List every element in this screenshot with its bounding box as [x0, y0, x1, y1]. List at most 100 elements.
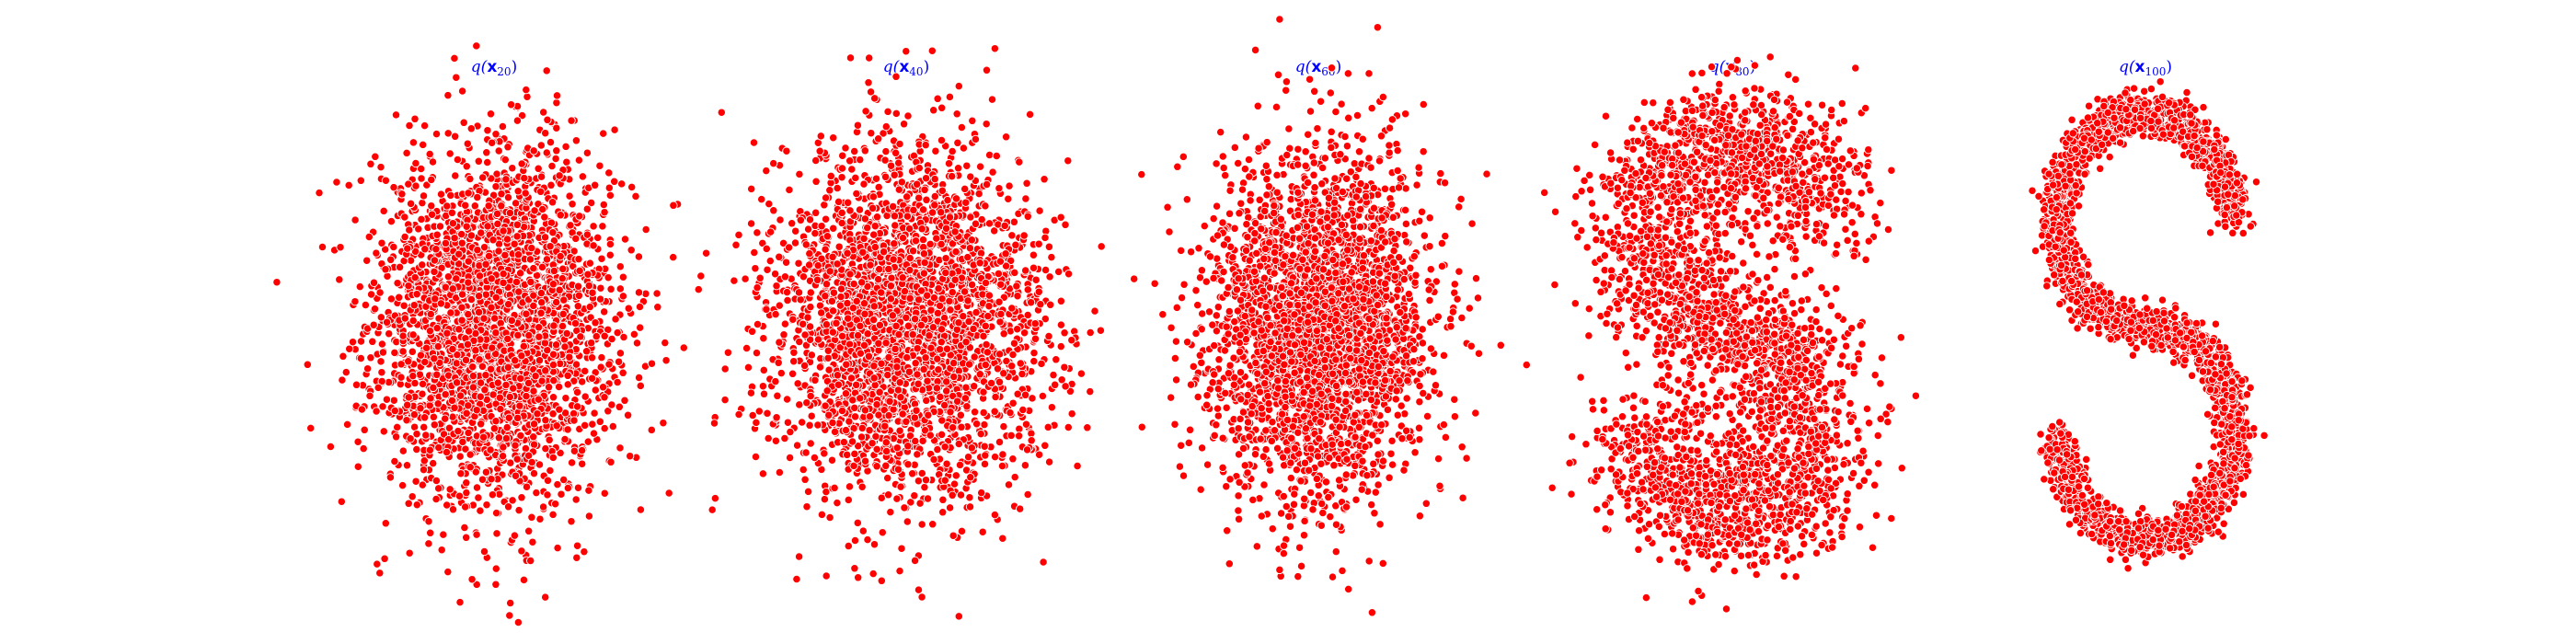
- scatter-point: [335, 275, 344, 284]
- scatter-point: [582, 204, 592, 213]
- scatter-point: [605, 250, 615, 259]
- scatter-point: [481, 290, 490, 299]
- scatter-point: [957, 122, 967, 132]
- scatter-point: [527, 512, 536, 522]
- scatter-point: [903, 517, 912, 526]
- scatter-point: [634, 252, 644, 261]
- scatter-point: [997, 461, 1007, 471]
- scatter-point: [450, 234, 459, 243]
- scatter-point: [608, 421, 617, 431]
- scatter-point: [477, 475, 488, 484]
- scatter-point: [833, 498, 842, 508]
- scatter-point: [546, 218, 557, 227]
- scatter-point: [541, 592, 550, 602]
- scatter-point: [397, 480, 408, 490]
- scatter-point: [536, 288, 546, 298]
- scatter-point: [431, 476, 442, 486]
- scatter-point: [436, 299, 446, 308]
- scatter-point: [529, 263, 538, 273]
- scatter-point: [537, 298, 546, 307]
- scatter-point: [542, 148, 551, 157]
- scatter-point: [843, 450, 852, 460]
- scatter-point: [503, 502, 513, 512]
- scatter-point: [547, 198, 558, 207]
- scatter-point: [460, 523, 469, 533]
- scatter-point: [491, 130, 500, 139]
- scatter-point: [821, 214, 831, 224]
- scatter-point: [482, 500, 491, 510]
- scatter-point: [498, 121, 508, 132]
- scatter-point: [479, 314, 489, 323]
- scatter-point: [381, 519, 390, 528]
- scatter-point: [483, 126, 492, 135]
- scatter-point: [404, 179, 413, 189]
- scatter-point: [501, 433, 512, 443]
- scatter-point: [505, 392, 514, 402]
- scatter-point: [326, 442, 336, 452]
- scatter-point: [589, 222, 598, 231]
- scatter-point: [463, 339, 473, 350]
- scatter-point: [590, 408, 599, 418]
- scatter-point: [561, 394, 570, 403]
- scatter-point: [499, 278, 508, 288]
- scatter-point: [857, 482, 867, 491]
- scatter-point: [389, 396, 398, 405]
- scatter-point: [499, 226, 508, 236]
- scatter-point: [511, 356, 520, 365]
- scatter-point: [600, 208, 609, 217]
- scatter-point: [393, 279, 402, 288]
- scatter-point: [562, 157, 571, 167]
- scatter-point: [1086, 386, 1095, 397]
- scatter-point: [381, 176, 391, 185]
- scatter-point: [807, 411, 816, 420]
- scatter-point: [535, 332, 544, 341]
- scatter-point: [617, 179, 627, 189]
- scatter-point: [578, 377, 587, 386]
- scatter-point: [576, 332, 585, 341]
- scatter-point: [861, 107, 870, 116]
- scatter-point: [419, 140, 428, 150]
- scatter-point: [536, 172, 546, 181]
- scatter-point: [397, 373, 406, 382]
- scatter-point: [743, 362, 753, 373]
- scatter-point: [522, 391, 531, 401]
- scatter-point: [747, 184, 756, 194]
- scatter-point: [577, 445, 587, 455]
- scatter-point: [607, 400, 616, 409]
- scatter-point: [951, 471, 960, 480]
- scatter-point: [491, 564, 500, 573]
- scatter-point: [417, 164, 426, 174]
- scatter-point: [753, 319, 763, 329]
- scatter-point: [557, 489, 566, 499]
- scatter-point: [374, 383, 383, 393]
- scatter-point: [488, 343, 497, 352]
- scatter-point: [512, 220, 523, 229]
- scatter-point: [528, 537, 537, 546]
- scatter-point: [443, 328, 452, 338]
- scatter-point: [404, 282, 413, 291]
- scatter-point: [481, 467, 491, 477]
- scatter-point: [507, 316, 516, 326]
- scatter-point: [475, 271, 485, 281]
- scatter-point: [495, 393, 505, 402]
- scatter-point: [560, 342, 569, 351]
- scatter-point: [339, 351, 348, 361]
- scatter-point: [734, 230, 743, 240]
- scatter-point: [560, 434, 569, 444]
- scatter-point: [446, 308, 455, 317]
- scatter-point: [488, 490, 498, 500]
- scatter-point: [990, 510, 1000, 520]
- scatter-point: [474, 156, 483, 166]
- scatter-point: [990, 44, 1000, 53]
- scatter-point: [380, 554, 389, 563]
- scatter-point: [457, 303, 466, 312]
- scatter-point: [567, 458, 577, 467]
- scatter-point: [468, 371, 478, 381]
- scatter-point: [615, 262, 625, 271]
- scatter-point: [430, 420, 439, 430]
- scatter-point: [342, 420, 352, 430]
- scatter-point: [390, 406, 399, 416]
- scatter-point: [920, 482, 929, 492]
- scatter-point: [544, 383, 554, 392]
- scatter-point: [437, 546, 446, 555]
